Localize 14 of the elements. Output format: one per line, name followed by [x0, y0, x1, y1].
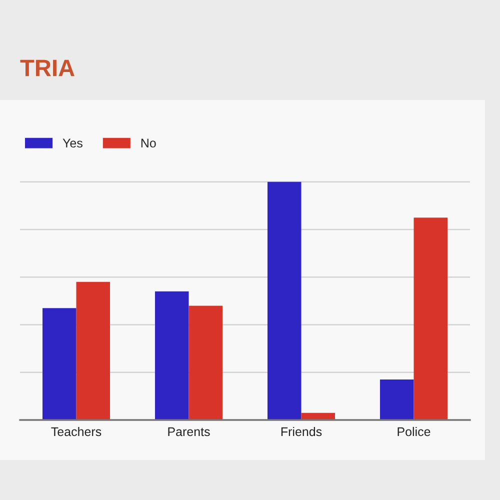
bar	[76, 282, 110, 420]
legend-label: No	[141, 138, 156, 148]
x-tick-label: Parents	[168, 427, 210, 436]
bar	[414, 218, 448, 420]
x-tick-label: Teachers	[51, 426, 102, 436]
bar	[155, 291, 189, 420]
x-tick-label: Police	[398, 426, 430, 436]
chart-title: TRIA	[20, 60, 74, 76]
bar	[42, 308, 76, 420]
bar	[268, 182, 302, 420]
legend-label: Yes	[62, 138, 82, 148]
bar	[380, 380, 414, 420]
x-tick-label: Friends	[281, 426, 322, 436]
bar	[188, 306, 222, 420]
